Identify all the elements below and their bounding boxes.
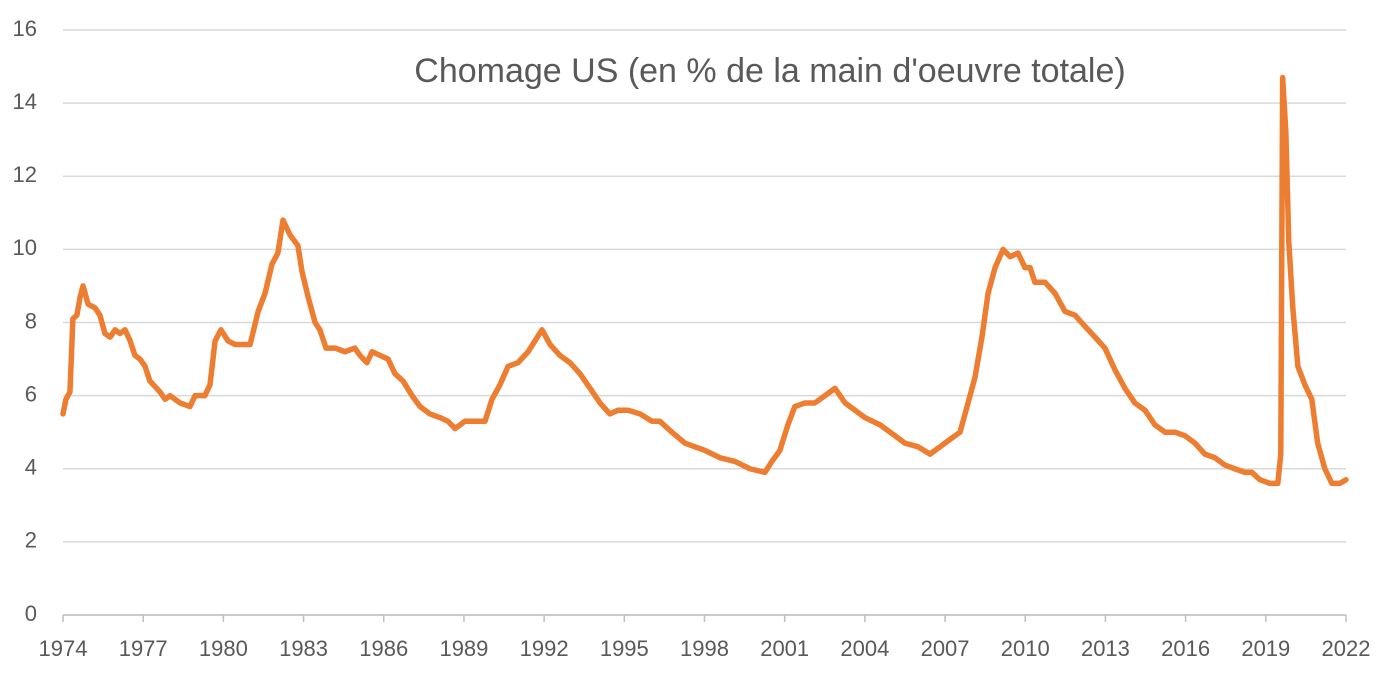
x-tick-label: 2001 xyxy=(760,636,809,661)
x-tick-label: 2019 xyxy=(1241,636,1290,661)
x-tick-label: 1995 xyxy=(600,636,649,661)
y-tick-label: 6 xyxy=(25,381,37,406)
x-tick-label: 1977 xyxy=(119,636,168,661)
y-tick-label: 2 xyxy=(25,528,37,553)
x-tick-label: 1986 xyxy=(359,636,408,661)
y-tick-label: 16 xyxy=(13,16,37,41)
y-tick-label: 14 xyxy=(13,89,37,114)
chart-title: Chomage US (en % de la main d'oeuvre tot… xyxy=(414,52,1125,90)
line-series xyxy=(60,74,1349,487)
x-tick-label: 2022 xyxy=(1322,636,1371,661)
y-tick-label: 8 xyxy=(25,308,37,333)
x-tick-label: 1974 xyxy=(39,636,88,661)
x-tick-label: 2013 xyxy=(1081,636,1130,661)
x-tick-label: 2010 xyxy=(1001,636,1050,661)
x-tick-label: 1980 xyxy=(199,636,248,661)
x-tick-label: 2016 xyxy=(1161,636,1210,661)
x-tick-label: 2004 xyxy=(840,636,889,661)
y-tick-label: 4 xyxy=(25,455,37,480)
y-tick-label: 10 xyxy=(13,235,37,260)
x-tick-label: 1992 xyxy=(520,636,569,661)
x-tick-label: 1983 xyxy=(279,636,328,661)
x-tick-label: 1998 xyxy=(680,636,729,661)
y-tick-label: 12 xyxy=(13,162,37,187)
y-tick-label: 0 xyxy=(25,601,37,626)
x-tick-label: 1989 xyxy=(439,636,488,661)
x-tick-label: 2007 xyxy=(921,636,970,661)
